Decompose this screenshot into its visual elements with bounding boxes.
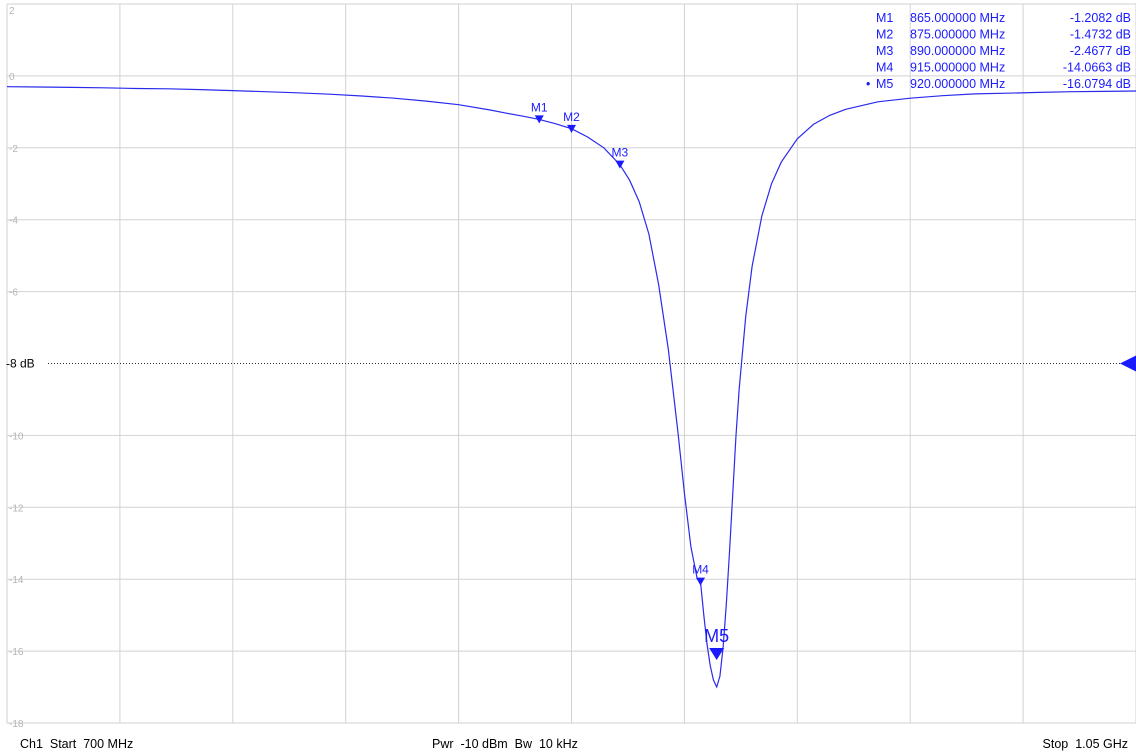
marker-m2-label: M2 [563,110,580,124]
marker-table-m5-freq: 920.000000 MHz [910,77,1005,91]
marker-table-m5-value: -16.0794 dB [1063,77,1131,91]
marker-table-m4-value: -14.0663 dB [1063,61,1131,75]
marker-table-m1-freq: 865.000000 MHz [910,11,1005,25]
y-tick-label: -14 [9,575,24,586]
footer-start: Ch1 Start 700 MHz [20,737,134,751]
marker-m3-label: M3 [612,146,629,160]
marker-table-m1-value: -1.2082 dB [1070,11,1131,25]
y-tick-label: -16 [9,647,24,658]
reference-level [48,355,1136,372]
y-tick-label: -10 [9,431,24,442]
marker-table-m3-freq: 890.000000 MHz [910,44,1005,58]
reference-level-arrow[interactable] [1120,355,1136,372]
y-tick-label: -6 [9,288,18,299]
marker-table-m2-value: -1.4732 dB [1070,28,1131,42]
marker-m5-triangle[interactable] [709,647,725,660]
y-tick-label: -2 [9,144,18,155]
marker-m3-triangle[interactable] [615,160,625,169]
marker-m1-triangle[interactable] [534,115,544,124]
y-tick-label: -12 [9,503,24,514]
marker-table-m5-name: M5 [876,77,893,91]
marker-table-m4-freq: 915.000000 MHz [910,61,1005,75]
markers[interactable]: M1 M2 M3 M4 M5 [531,100,729,660]
reference-level-label: -8 dB [6,357,35,371]
y-tick-label: -18 [9,719,24,730]
marker-table-m3-value: -2.4677 dB [1070,44,1131,58]
marker-table-m1-name: M1 [876,11,893,25]
marker-m5-label: M5 [704,626,729,646]
marker-table-m4-name: M4 [876,61,893,75]
marker-table-m2-name: M2 [876,28,893,42]
y-tick-labels: 2 0 -2 -4 -6 -8 dB -10 -12 -14 -16 -18 [6,6,35,730]
marker-table-m3-name: M3 [876,44,893,58]
marker-m4-label: M4 [692,563,709,577]
footer-power-bandwidth: Pwr -10 dBm Bw 10 kHz [432,737,578,751]
marker-m1-label: M1 [531,100,548,114]
marker-table-m2-freq: 875.000000 MHz [910,28,1005,42]
footer-stop: Stop 1.05 GHz [1042,737,1128,751]
y-tick-label: -4 [9,216,18,227]
marker-m4-triangle[interactable] [696,577,706,586]
trace-line [6,86,1136,689]
marker-table-active-indicator: • [866,77,870,91]
marker-table: M1 865.000000 MHz -1.2082 dB M2 875.000000 M… [866,11,1131,91]
trace-s11 [6,86,1136,689]
marker-m2-triangle[interactable] [567,124,576,133]
y-tick-label: 2 [9,6,15,17]
y-tick-label: 0 [9,72,15,83]
grid-lines [6,3,1136,724]
